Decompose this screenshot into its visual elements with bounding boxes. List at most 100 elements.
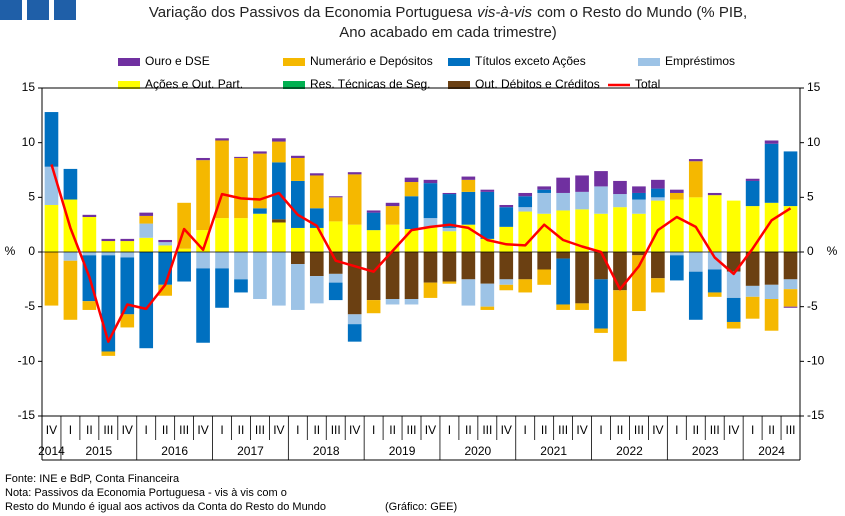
x-tick-label: III [179,423,189,437]
x-tick-label: III [407,423,417,437]
legend-label: Numerário e Depósitos [310,54,433,68]
bar-segment [404,196,419,230]
bar-segment [480,238,495,252]
bar-segment [234,157,248,219]
bar-segment [120,314,135,328]
bar-segment [613,290,627,362]
title-part: vis-à-vis [477,4,532,21]
bar-segment [272,141,286,163]
year-label: 2021 [540,444,567,458]
year-label: 2020 [464,444,491,458]
bar-segment [215,218,229,252]
bar-segment [632,186,646,193]
bar-segment [177,252,191,282]
x-tick-label: I [675,423,678,437]
year-label: 2024 [758,444,785,458]
bar-segment [366,300,381,314]
bar-segment [158,245,172,252]
bar-segment [613,180,627,195]
bar-segment [120,257,135,315]
bar-segment [291,157,305,181]
x-tick-label: IV [652,423,663,437]
bar-segment [82,252,97,256]
bar-segment [461,252,476,280]
title-part: com o Resto do Mundo (% PIB, [537,4,747,21]
legend-label: Empréstimos [665,54,735,68]
x-tick-label: II [389,423,396,437]
bar-segment [707,252,722,270]
x-tick-label: IV [273,423,284,437]
y-tick-label: -15 [18,408,36,422]
bar-segment [234,252,248,280]
year-label: 2022 [616,444,643,458]
bar-segment [215,140,229,219]
bar-segment [575,303,589,310]
x-tick-label: II [313,423,320,437]
bar-segment [537,192,551,214]
legend-swatch [283,81,305,89]
x-tick-label: I [69,423,72,437]
logo-square [0,0,22,20]
bar-segment [404,229,419,252]
y2-axis-label: % [827,244,838,258]
bar-segment [196,252,210,269]
bar-segment [215,138,229,141]
bar-segment [385,206,400,225]
bar-segment [726,271,741,298]
bar-segment [442,194,457,228]
x-tick-label: I [448,423,451,437]
bar-segment [575,175,589,192]
legend-label: Títulos exceto Ações [475,54,586,68]
bar-segment [139,252,154,349]
bar-segment [688,161,703,198]
bar-segment [101,351,116,356]
bar-segment [613,194,627,208]
note: Resto do Mundo é igual aos activos da Co… [5,501,326,513]
bar-segment [480,191,495,239]
y2-tick-label: -5 [807,299,818,313]
bar-segment [272,162,286,220]
x-tick-label: I [372,423,375,437]
bar-segment [613,207,627,252]
bar-segment [328,282,343,301]
x-tick-label: II [465,423,472,437]
bar-segment [328,252,343,274]
bar-segment [101,238,116,242]
bar-segment [594,186,608,214]
bar-segment [347,172,362,175]
bar-segment [63,168,78,200]
bar-segment [518,207,533,212]
bar-segment [651,197,665,201]
bar-segment [594,328,608,333]
bar-segment [783,252,798,280]
bar-segment [366,210,381,213]
bar-segment [442,227,457,232]
legend-label: Total [635,77,660,91]
bar-segment [632,199,646,214]
bar-segment [442,252,457,282]
year-label: 2016 [161,444,188,458]
bar-segment [670,189,684,193]
bar-segment [234,279,248,293]
x-tick-label: IV [122,423,133,437]
bar-segment [688,159,703,162]
x-tick-label: IV [197,423,208,437]
bar-segment [537,213,551,252]
bar-segment [537,252,551,270]
bar-segment [480,189,495,192]
bar-segment [556,252,570,259]
note: (Gráfico: GEE) [385,501,457,513]
bar-segment [745,206,760,252]
bar-segment [783,206,798,252]
bar-segment [688,197,703,252]
bar-segment [651,278,665,293]
x-tick-label: II [162,423,169,437]
x-tick-label: I [145,423,148,437]
bar-segment [632,213,646,252]
bar-segment [196,160,210,231]
bar-segment [575,209,589,252]
bar-segment [707,292,722,297]
bar-segment [347,224,362,252]
